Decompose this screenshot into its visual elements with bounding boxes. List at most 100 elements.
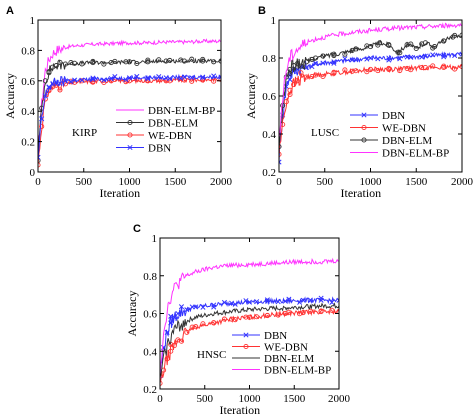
series-marker [229,300,235,306]
series-marker [307,308,313,314]
legend-item: DBN-ELM-BP [116,105,215,117]
series-marker [57,80,63,86]
series-marker [39,116,45,122]
series-marker [42,93,48,99]
series-marker [419,54,425,60]
series-marker [200,58,206,64]
series-marker [79,61,85,67]
series-marker [167,75,173,82]
series-marker [397,56,403,62]
legend-marker [127,144,133,151]
series-dbn-elm-bp [279,22,462,138]
series-marker [163,58,169,64]
series-marker [108,75,114,82]
series-marker [353,68,359,74]
series-marker [39,123,45,129]
x-tick-label: 1500 [164,176,187,188]
panel-label: B [258,5,266,17]
series-marker [313,61,319,67]
series-marker [145,76,151,82]
series-marker [282,298,288,304]
y-tick-label: 1 [271,15,277,27]
legend-marker [361,124,367,131]
legend-item: DBN-ELM-BP [350,148,449,160]
series-dbn-elm [279,32,462,150]
series-dbn [38,73,221,160]
series-marker [145,75,151,81]
x-tick-label: 2000 [328,393,351,405]
panel-label: C [133,223,141,235]
legend-item: WE-DBN [350,123,426,135]
legend-marker [243,343,249,350]
cancer-type-label: HNSC [197,349,226,361]
series-marker [422,64,428,71]
legend-label: WE-DBN [148,130,192,142]
series-marker [254,299,260,305]
series-marker [112,58,118,64]
legend-item: DBN [116,143,171,155]
series-marker [279,159,282,165]
series-marker [287,91,293,98]
series-marker [72,77,78,83]
y-tick-label: 0.2 [21,137,35,149]
x-tick-label: 1500 [283,393,306,405]
series-marker [419,41,425,47]
series-marker [331,60,337,66]
series-marker [286,296,292,302]
series-marker [79,77,85,83]
series-marker [342,51,348,57]
series-marker [320,60,326,66]
legend-label: DBN-ELM [148,118,198,130]
series-marker [318,295,324,301]
x-tick-label: 1000 [119,176,142,188]
series-marker [441,63,447,69]
series-line [160,302,339,377]
series-marker [287,70,293,76]
x-axis-label: Iteration [100,186,141,200]
series-marker [452,32,458,38]
series-marker [211,59,217,65]
series-marker [386,55,392,61]
series-marker [298,70,304,76]
series-marker [422,53,428,59]
series-marker [298,63,304,69]
y-tick-label: 0.6 [262,91,276,103]
y-axis-label: Accuracy [3,73,17,119]
series-marker [218,74,221,80]
series-marker [168,348,174,354]
series-marker [408,67,414,73]
legend-label: DBN [148,143,171,155]
series-marker [294,61,300,67]
x-axis-label: Iteration [220,403,261,416]
series-marker [211,73,217,79]
series-marker [42,78,48,84]
legend-label: DBN [382,110,405,122]
legend-marker [361,112,367,118]
y-tick-label: 1 [30,15,36,27]
series-marker [126,59,133,65]
series-marker [364,69,370,75]
series-marker [101,61,107,67]
series-marker [168,320,174,326]
series-marker [46,70,52,76]
series-marker [367,66,374,72]
series-marker [126,75,133,81]
cancer-type-label: KIRP [72,127,97,139]
series-marker [300,297,306,303]
series-marker [211,302,217,308]
legend-label: DBN-ELM-BP [264,365,331,377]
series-marker [264,298,270,304]
series-marker [397,67,403,74]
series-marker [163,75,169,81]
x-tick-label: 1500 [405,176,428,188]
series-marker [38,154,41,160]
series-marker [246,314,253,320]
series-marker [112,74,118,80]
series-marker [264,297,270,303]
series-marker [413,45,419,52]
legend-label: WE-DBN [382,123,426,135]
series-marker [189,324,195,330]
series-marker [134,73,140,79]
